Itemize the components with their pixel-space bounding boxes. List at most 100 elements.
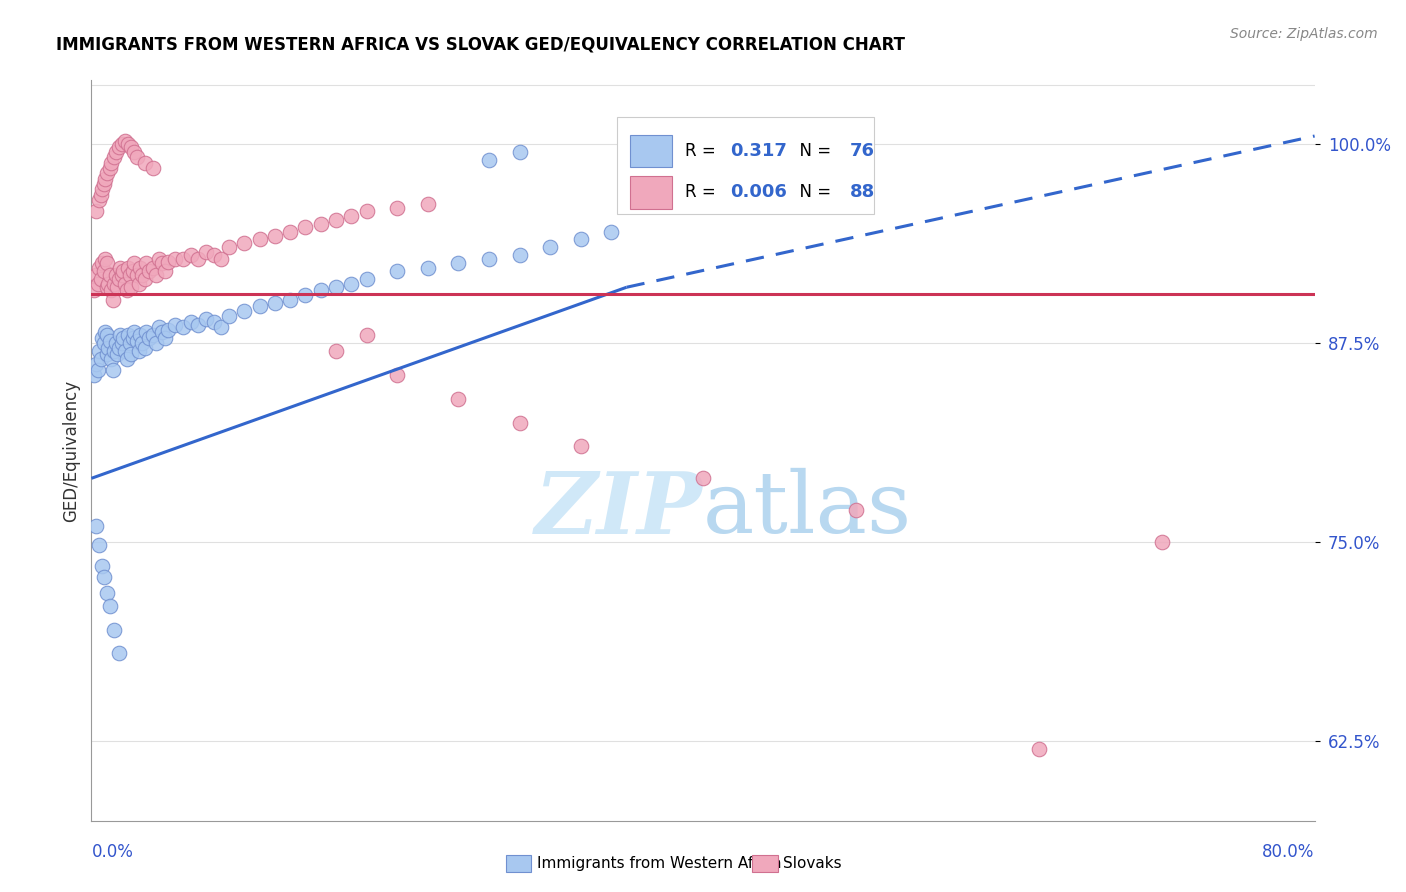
Point — [145, 268, 167, 282]
Point — [90, 272, 112, 286]
Point — [112, 264, 135, 278]
Point — [110, 261, 132, 276]
Point — [105, 347, 128, 361]
Point — [202, 248, 225, 262]
Point — [416, 197, 439, 211]
Point — [134, 341, 156, 355]
Point — [129, 261, 152, 276]
Point — [325, 213, 347, 227]
Point — [156, 323, 179, 337]
Text: 76: 76 — [849, 142, 875, 160]
Point — [108, 341, 131, 355]
Point — [94, 172, 117, 186]
Point — [96, 256, 118, 270]
Point — [104, 145, 127, 159]
Point — [114, 343, 136, 358]
Point — [145, 336, 167, 351]
Point — [112, 331, 135, 345]
Point — [148, 320, 170, 334]
Text: R =: R = — [685, 142, 721, 160]
Point — [84, 357, 107, 371]
FancyBboxPatch shape — [630, 176, 672, 209]
Point — [117, 261, 139, 276]
Point — [91, 558, 114, 573]
Point — [100, 156, 122, 170]
Point — [111, 268, 134, 282]
Point — [153, 331, 176, 345]
Point — [104, 336, 127, 351]
Point — [195, 245, 218, 260]
FancyBboxPatch shape — [630, 135, 672, 168]
Text: Immigrants from Western Africa: Immigrants from Western Africa — [537, 856, 782, 871]
Point — [249, 299, 271, 313]
Point — [385, 368, 409, 382]
Point — [845, 503, 868, 517]
Point — [209, 320, 232, 334]
Point — [86, 277, 108, 291]
Point — [96, 347, 118, 361]
Point — [103, 623, 125, 637]
Point — [150, 325, 173, 339]
Point — [447, 256, 470, 270]
Point — [138, 264, 160, 278]
Point — [110, 328, 132, 343]
Point — [202, 315, 225, 329]
Point — [264, 229, 287, 244]
Point — [127, 150, 149, 164]
Point — [97, 277, 120, 291]
Point — [325, 343, 347, 358]
Point — [356, 203, 378, 218]
Text: 0.006: 0.006 — [730, 184, 787, 202]
Point — [134, 272, 156, 286]
Point — [165, 318, 187, 333]
Point — [114, 277, 136, 291]
Point — [218, 309, 240, 323]
Point — [96, 328, 118, 343]
Point — [294, 219, 316, 234]
Point — [340, 209, 363, 223]
Point — [83, 284, 105, 298]
Point — [93, 177, 115, 191]
Point — [233, 304, 256, 318]
Point — [98, 268, 121, 282]
Text: ZIP: ZIP — [536, 468, 703, 551]
Point — [100, 351, 122, 366]
Point — [172, 320, 194, 334]
Point — [165, 252, 187, 266]
Point — [111, 336, 134, 351]
Point — [1028, 742, 1050, 756]
Point — [122, 256, 145, 270]
Point — [478, 153, 501, 167]
Point — [187, 252, 209, 266]
Point — [218, 240, 240, 254]
Point — [187, 318, 209, 333]
Point — [93, 264, 115, 278]
Point — [278, 293, 301, 307]
Point — [264, 296, 287, 310]
Point — [84, 203, 107, 218]
Text: atlas: atlas — [703, 468, 912, 551]
Text: Slovaks: Slovaks — [783, 856, 842, 871]
Point — [309, 284, 332, 298]
Text: IMMIGRANTS FROM WESTERN AFRICA VS SLOVAK GED/EQUIVALENCY CORRELATION CHART: IMMIGRANTS FROM WESTERN AFRICA VS SLOVAK… — [56, 36, 905, 54]
Point — [94, 252, 117, 266]
Point — [128, 343, 150, 358]
Point — [509, 145, 531, 159]
Point — [180, 248, 202, 262]
Point — [96, 280, 118, 294]
Point — [1150, 535, 1173, 549]
Point — [96, 586, 118, 600]
Point — [121, 331, 143, 345]
Point — [103, 343, 125, 358]
Point — [104, 268, 127, 282]
Point — [134, 156, 156, 170]
Point — [278, 225, 301, 239]
Point — [108, 140, 131, 154]
Point — [91, 256, 114, 270]
Point — [138, 331, 160, 345]
Point — [103, 277, 125, 291]
Point — [692, 471, 714, 485]
Text: N =: N = — [789, 142, 837, 160]
Point — [325, 280, 347, 294]
Point — [101, 363, 124, 377]
